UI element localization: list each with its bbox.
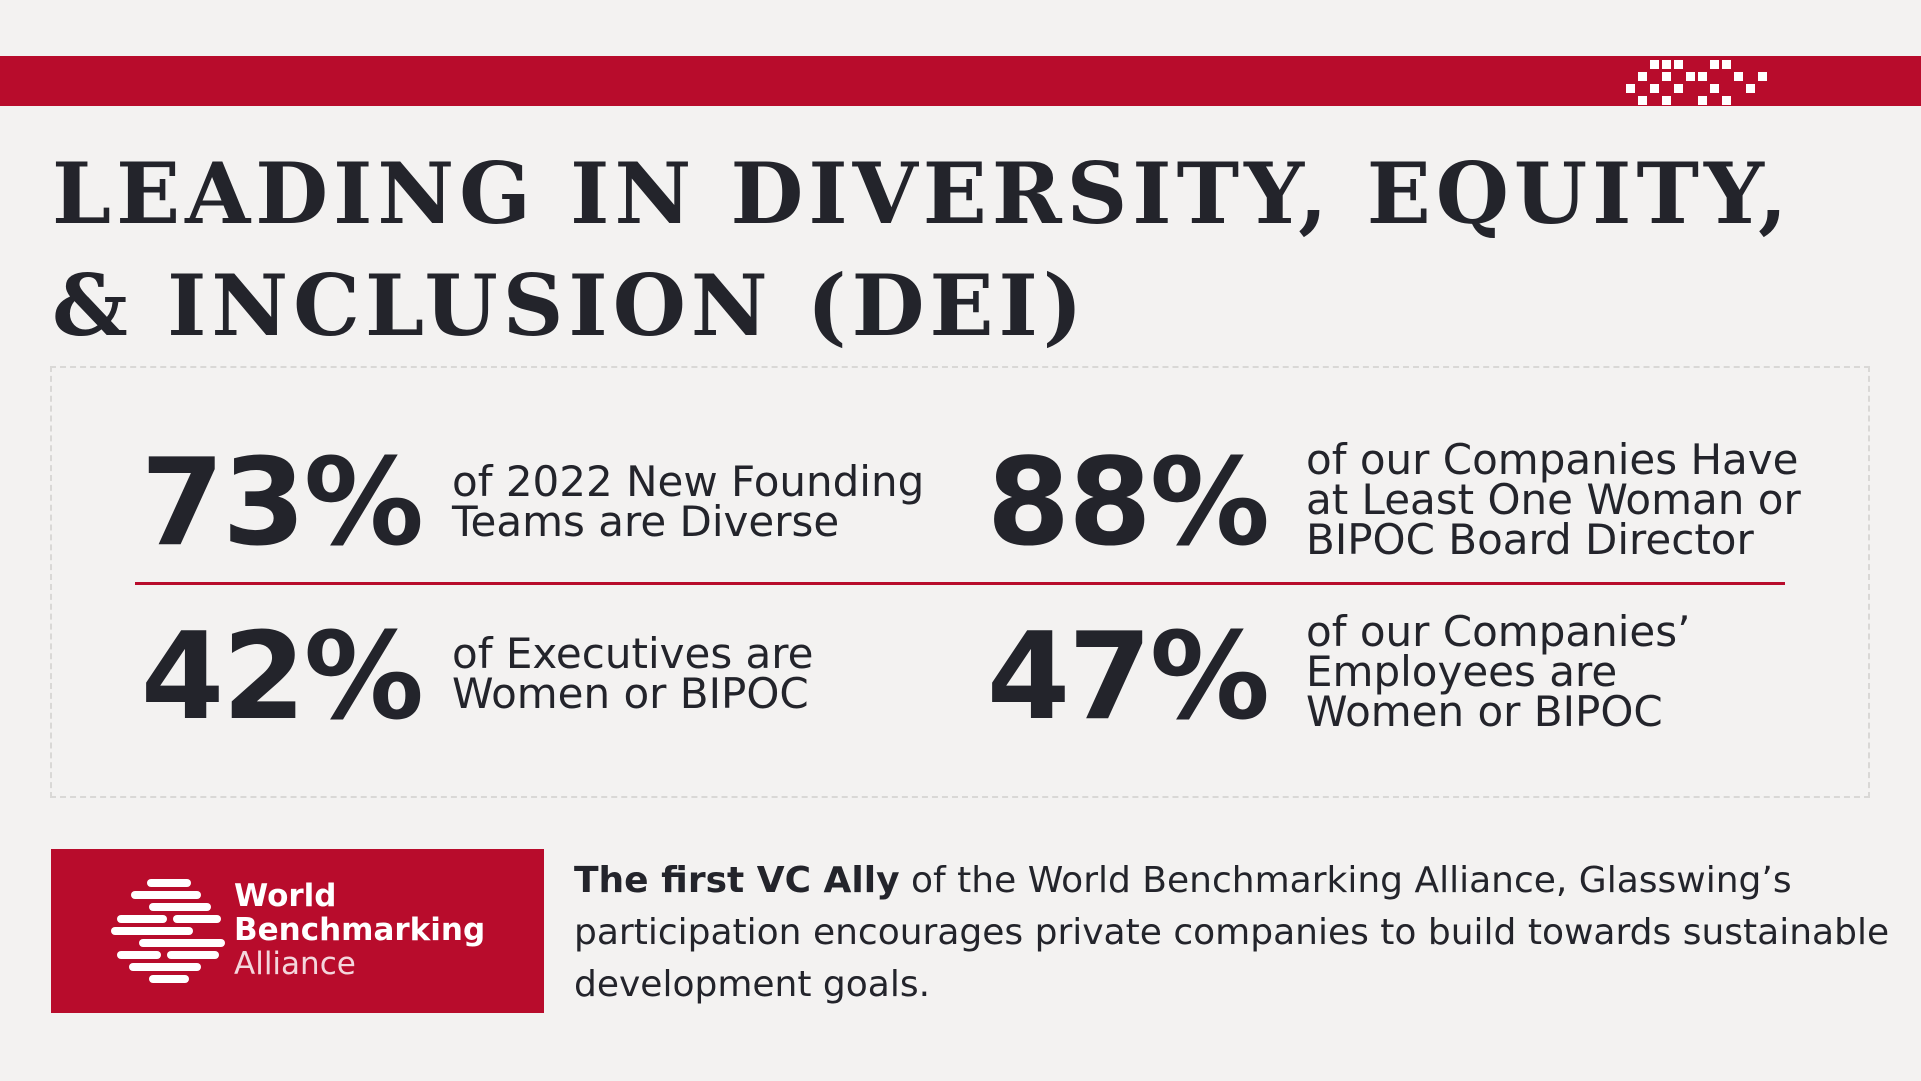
stat-text-employees: of our Companies’ Employees are Women or…	[1306, 607, 1826, 736]
page-title-line-1: LEADING IN DIVERSITY, EQUITY,	[52, 144, 1793, 243]
stat-text-line: at Least One Woman or	[1306, 475, 1801, 524]
page-title: LEADING IN DIVERSITY, EQUITY, & INCLUSIO…	[52, 138, 1832, 362]
stat-text-executives: of Executives are Women or BIPOC	[452, 629, 972, 718]
stat-text-line: of our Companies’	[1306, 607, 1691, 656]
stat-text-line: of Executives are	[452, 629, 814, 678]
stat-text-line: of 2022 New Founding	[452, 457, 925, 506]
wba-badge: World Benchmarking Alliance	[51, 849, 544, 1013]
stat-value-founding-teams: 73%	[140, 434, 424, 573]
stat-text-line: Employees are	[1306, 647, 1618, 696]
stats-divider	[135, 582, 1785, 585]
stat-value-employees: 47%	[986, 608, 1270, 747]
wba-description: The first VC Ally of the World Benchmark…	[574, 855, 1904, 1011]
page-title-line-2: & INCLUSION (DEI)	[52, 256, 1088, 355]
pixel-grid-mark-icon	[1626, 60, 1779, 105]
wba-name-line-2: Benchmarking	[234, 912, 486, 948]
wba-name-line-3: Alliance	[234, 946, 356, 982]
description-rest: of the World Benchmarking Alliance, Glas…	[574, 860, 1890, 1005]
stat-text-founding-teams: of 2022 New Founding Teams are Diverse	[452, 457, 972, 546]
stats-panel	[50, 366, 1870, 798]
stat-text-line: Women or BIPOC	[1306, 687, 1663, 736]
stat-value-board-director: 88%	[986, 434, 1270, 573]
stat-text-line: Women or BIPOC	[452, 669, 809, 718]
stat-text-line: BIPOC Board Director	[1306, 515, 1754, 564]
striped-globe-logo-icon	[111, 879, 225, 983]
top-accent-bar	[0, 56, 1921, 106]
stat-value-executives: 42%	[140, 608, 424, 747]
stat-text-line: of our Companies Have	[1306, 435, 1799, 484]
stat-text-board-director: of our Companies Have at Least One Woman…	[1306, 435, 1826, 564]
wba-name-line-1: World	[234, 878, 337, 914]
description-bold: The first VC Ally	[574, 860, 900, 901]
wba-name: World Benchmarking Alliance	[234, 879, 485, 981]
stat-text-line: Teams are Diverse	[452, 497, 840, 546]
